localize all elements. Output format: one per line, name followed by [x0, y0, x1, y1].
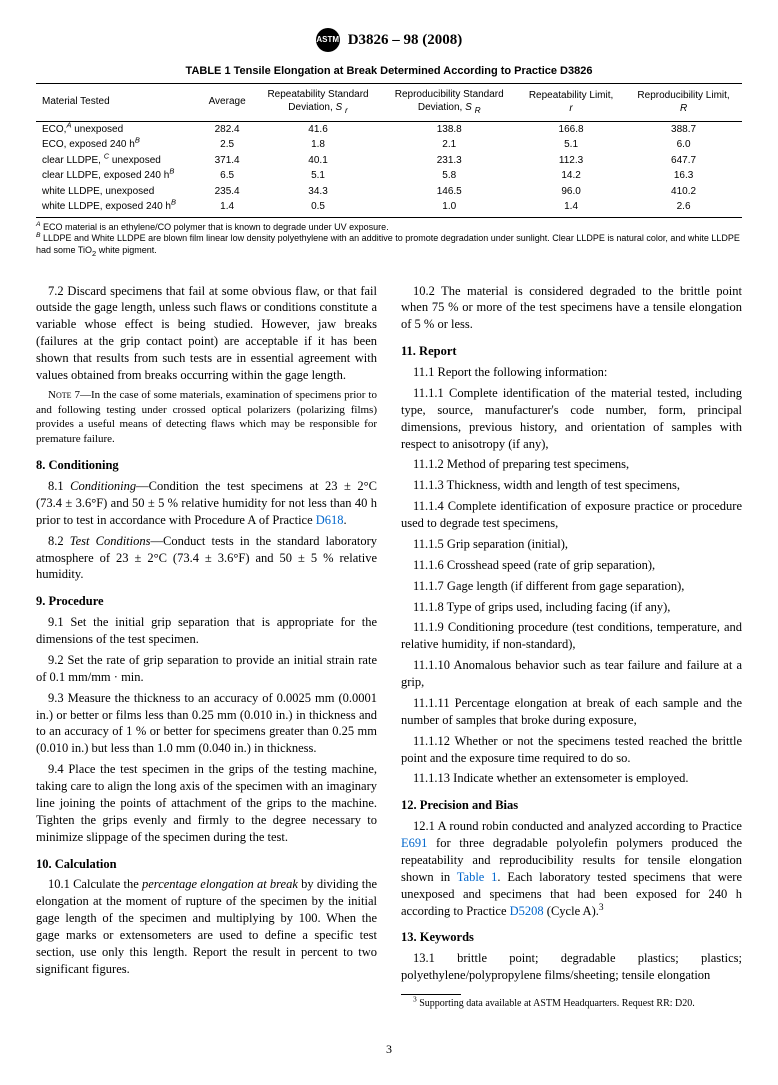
para-11-1-11: 11.1.11 Percentage elongation at break o…: [401, 695, 742, 729]
table-cell: 2.1: [381, 137, 517, 153]
table-cell: white LLDPE, unexposed: [36, 184, 200, 200]
table-cell: 371.4: [200, 153, 255, 169]
para-8-2: 8.2 Test Conditions—Conduct tests in the…: [36, 533, 377, 584]
para-11-1-4: 11.1.4 Complete identification of exposu…: [401, 498, 742, 532]
para-11-1-5: 11.1.5 Grip separation (initial),: [401, 536, 742, 553]
table-cell: 647.7: [625, 153, 742, 169]
para-12-1: 12.1 A round robin conducted and analyze…: [401, 818, 742, 919]
heading-11: 11. Report: [401, 343, 742, 360]
table-cell: 2.6: [625, 199, 742, 217]
table-cell: 14.2: [517, 168, 625, 184]
para-11-1-12: 11.1.12 Whether or not the specimens tes…: [401, 733, 742, 767]
table-cell: 166.8: [517, 121, 625, 137]
body-columns: 7.2 Discard specimens that fail at some …: [36, 283, 742, 1011]
table-cell: 1.8: [255, 137, 382, 153]
document-header: ASTM D3826 – 98 (2008): [36, 28, 742, 52]
note-7: Note 7—In the case of some materials, ex…: [36, 388, 377, 447]
table-cell: 5.8: [381, 168, 517, 184]
table-header-cell: Average: [200, 83, 255, 121]
para-10-2: 10.2 The material is considered degraded…: [401, 283, 742, 334]
table-header-cell: Repeatability Limit,r: [517, 83, 625, 121]
table-header-cell: Repeatability StandardDeviation, S r: [255, 83, 382, 121]
table-row: clear LLDPE, exposed 240 hB6.55.15.814.2…: [36, 168, 742, 184]
para-9-4: 9.4 Place the test specimen in the grips…: [36, 761, 377, 845]
footnote-rule: [401, 994, 461, 995]
heading-9: 9. Procedure: [36, 593, 377, 610]
table-row: white LLDPE, exposed 240 hB1.40.51.01.42…: [36, 199, 742, 217]
table-cell: 410.2: [625, 184, 742, 200]
para-9-1: 9.1 Set the initial grip separation that…: [36, 614, 377, 648]
heading-12: 12. Precision and Bias: [401, 797, 742, 814]
para-11-1-2: 11.1.2 Method of preparing test specimen…: [401, 456, 742, 473]
table-cell: 138.8: [381, 121, 517, 137]
heading-10: 10. Calculation: [36, 856, 377, 873]
para-13-1: 13.1 brittle point; degradable plastics;…: [401, 950, 742, 984]
table-row: ECO, exposed 240 hB2.51.82.15.16.0: [36, 137, 742, 153]
table-cell: 16.3: [625, 168, 742, 184]
table-cell: 34.3: [255, 184, 382, 200]
table-cell: 6.5: [200, 168, 255, 184]
table-cell: white LLDPE, exposed 240 hB: [36, 199, 200, 217]
para-10-1: 10.1 Calculate the percentage elongation…: [36, 876, 377, 977]
table-cell: 41.6: [255, 121, 382, 137]
table-header-cell: Reproducibility Limit,R: [625, 83, 742, 121]
para-11-1-13: 11.1.13 Indicate whether an extensometer…: [401, 770, 742, 787]
para-11-1-7: 11.1.7 Gage length (if different from ga…: [401, 578, 742, 595]
para-11-1-3: 11.1.3 Thickness, width and length of te…: [401, 477, 742, 494]
table-cell: 1.4: [517, 199, 625, 217]
page-number: 3: [36, 1041, 742, 1057]
table-header-cell: Material Tested: [36, 83, 200, 121]
table-body: ECO,A unexposed282.441.6138.8166.8388.7E…: [36, 121, 742, 217]
table-cell: clear LLDPE, exposed 240 hB: [36, 168, 200, 184]
table-cell: 2.5: [200, 137, 255, 153]
data-table: Material TestedAverageRepeatability Stan…: [36, 83, 742, 218]
table-cell: 1.0: [381, 199, 517, 217]
table-cell: 231.3: [381, 153, 517, 169]
table-footnote: A ECO material is an ethylene/CO polymer…: [36, 222, 742, 234]
para-11-1-1: 11.1.1 Complete identification of the ma…: [401, 385, 742, 453]
para-11-1-6: 11.1.6 Crosshead speed (rate of grip sep…: [401, 557, 742, 574]
para-9-2: 9.2 Set the rate of grip separation to p…: [36, 652, 377, 686]
table-row: clear LLDPE, C unexposed371.440.1231.311…: [36, 153, 742, 169]
para-11-1: 11.1 Report the following information:: [401, 364, 742, 381]
table-cell: clear LLDPE, C unexposed: [36, 153, 200, 169]
table-row: ECO,A unexposed282.441.6138.8166.8388.7: [36, 121, 742, 137]
table-cell: 112.3: [517, 153, 625, 169]
para-8-1: 8.1 Conditioning—Condition the test spec…: [36, 478, 377, 529]
table-cell: ECO, exposed 240 hB: [36, 137, 200, 153]
para-11-1-9: 11.1.9 Conditioning procedure (test cond…: [401, 619, 742, 653]
para-7-2: 7.2 Discard specimens that fail at some …: [36, 283, 377, 384]
table-cell: 40.1: [255, 153, 382, 169]
para-9-3: 9.3 Measure the thickness to an accuracy…: [36, 690, 377, 758]
table-cell: 5.1: [517, 137, 625, 153]
document-id: D3826 – 98 (2008): [348, 30, 463, 50]
table-cell: 235.4: [200, 184, 255, 200]
table-row: white LLDPE, unexposed235.434.3146.596.0…: [36, 184, 742, 200]
astm-logo-icon: ASTM: [316, 28, 340, 52]
table-cell: 6.0: [625, 137, 742, 153]
table-header-row: Material TestedAverageRepeatability Stan…: [36, 83, 742, 121]
table-footnote: B LLDPE and White LLDPE are blown film l…: [36, 233, 742, 258]
table-footnotes: A ECO material is an ethylene/CO polymer…: [36, 222, 742, 259]
table-cell: 282.4: [200, 121, 255, 137]
table-cell: 146.5: [381, 184, 517, 200]
table-cell: 5.1: [255, 168, 382, 184]
table-cell: 96.0: [517, 184, 625, 200]
para-11-1-10: 11.1.10 Anomalous behavior such as tear …: [401, 657, 742, 691]
table-cell: 0.5: [255, 199, 382, 217]
para-11-1-8: 11.1.8 Type of grips used, including fac…: [401, 599, 742, 616]
table-cell: 388.7: [625, 121, 742, 137]
footnote-3: 3 Supporting data available at ASTM Head…: [401, 997, 742, 1011]
table-cell: ECO,A unexposed: [36, 121, 200, 137]
heading-8: 8. Conditioning: [36, 457, 377, 474]
table-header-cell: Reproducibility StandardDeviation, S R: [381, 83, 517, 121]
heading-13: 13. Keywords: [401, 929, 742, 946]
table-cell: 1.4: [200, 199, 255, 217]
table-title: TABLE 1 Tensile Elongation at Break Dete…: [36, 64, 742, 79]
